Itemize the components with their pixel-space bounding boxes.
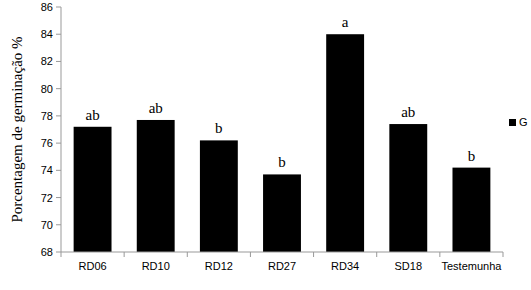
x-tick-label: RD10 xyxy=(142,260,170,272)
y-tick xyxy=(56,252,61,253)
x-tick xyxy=(61,252,62,257)
y-tick xyxy=(56,115,61,116)
y-tick-label: 74 xyxy=(41,164,53,176)
annotation: b xyxy=(215,120,223,136)
annotation: b xyxy=(468,148,476,164)
x-axis xyxy=(61,252,503,253)
annotation: ab xyxy=(85,107,99,123)
x-tick-label: RD06 xyxy=(79,260,107,272)
x-tick xyxy=(124,252,125,257)
y-tick xyxy=(56,143,61,144)
annotation: b xyxy=(278,154,286,170)
annotation: ab xyxy=(149,100,163,116)
legend-label: G xyxy=(519,116,528,128)
annotation: a xyxy=(342,14,349,30)
bar xyxy=(452,168,490,252)
y-axis xyxy=(61,7,62,252)
y-tick-label: 82 xyxy=(41,55,53,67)
y-tick-label: 84 xyxy=(41,28,53,40)
bars xyxy=(74,34,491,252)
x-tick-label: Testemunha xyxy=(441,260,502,272)
y-tick xyxy=(56,224,61,225)
x-tick xyxy=(187,252,188,257)
bar xyxy=(74,127,112,252)
chart-container: 68 70 72 74 76 78 80 82 84 86 RD06 RD10 RD12 RD27 RD34… xyxy=(0,0,531,290)
x-tick xyxy=(313,252,314,257)
y-tick xyxy=(56,88,61,89)
x-tick-label: RD27 xyxy=(268,260,296,272)
bar xyxy=(137,120,175,252)
y-tick xyxy=(56,34,61,35)
y-tick-label: 86 xyxy=(41,1,53,13)
x-tick xyxy=(250,252,251,257)
x-tick-label: RD12 xyxy=(205,260,233,272)
y-tick-label: 68 xyxy=(41,246,53,258)
y-tick-label: 70 xyxy=(41,219,53,231)
x-tick xyxy=(376,252,377,257)
y-tick xyxy=(56,7,61,8)
y-tick xyxy=(56,61,61,62)
x-tick xyxy=(503,252,504,257)
y-tick xyxy=(56,170,61,171)
x-tick xyxy=(439,252,440,257)
y-tick xyxy=(56,197,61,198)
x-tick-label: RD34 xyxy=(331,260,359,272)
x-tick-label: SD18 xyxy=(395,260,423,272)
y-tick-label: 80 xyxy=(41,83,53,95)
y-tick-label: 76 xyxy=(41,137,53,149)
chart: 68 70 72 74 76 78 80 82 84 86 RD06 RD10 RD12 RD27 RD34… xyxy=(0,0,531,290)
bar xyxy=(326,34,364,252)
y-tick-label: 72 xyxy=(41,192,53,204)
y-axis-label: Porcentagem de germinação % xyxy=(9,36,25,222)
bar xyxy=(200,140,238,252)
y-tick-label: 78 xyxy=(41,110,53,122)
annotation: ab xyxy=(401,104,415,120)
legend-swatch xyxy=(509,119,516,126)
bar xyxy=(263,174,301,252)
bar xyxy=(389,124,427,252)
